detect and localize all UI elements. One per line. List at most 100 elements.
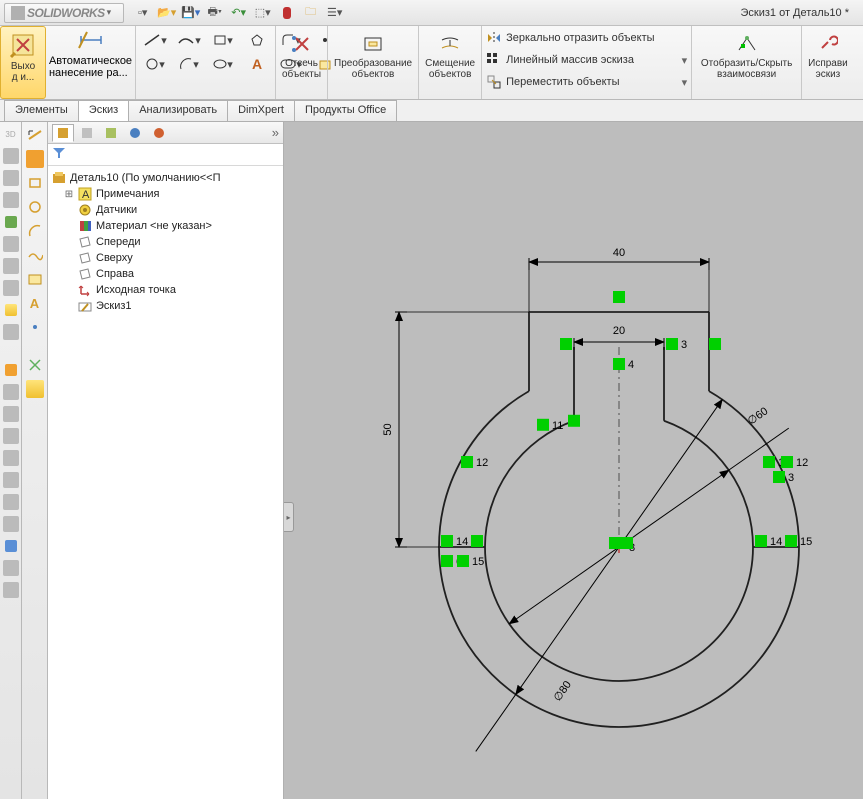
convert-button[interactable]: Преобразование объектов — [328, 26, 419, 99]
svg-text:11: 11 — [552, 420, 563, 432]
palette-point-icon[interactable] — [26, 318, 44, 336]
side-palette: A — [22, 122, 48, 799]
ellipse-tool[interactable]: ▾ — [208, 54, 238, 74]
palette-text-icon[interactable]: A — [26, 294, 44, 312]
svg-text:15: 15 — [800, 536, 812, 548]
select-button[interactable]: ⬚▾ — [252, 3, 274, 23]
strip-icon-20[interactable] — [3, 560, 19, 576]
settings-button[interactable]: ☰▾ — [324, 3, 346, 23]
tree-tab-dim[interactable] — [124, 124, 146, 142]
palette-trim-icon[interactable] — [26, 356, 44, 374]
palette-line-icon[interactable] — [26, 150, 44, 168]
undo-button[interactable]: ↶▾ — [228, 3, 250, 23]
strip-icon-9[interactable] — [3, 302, 19, 318]
open-file-button[interactable]: 📂▾ — [156, 3, 178, 23]
app-logo[interactable]: SOLIDWORKS ▾ — [4, 3, 124, 23]
sketch-tools-group: ▾ ▾ ▾ ▾ ▾ ▾ A ▾ ▾ — [136, 26, 276, 99]
strip-icon-13[interactable] — [3, 406, 19, 422]
move-icon — [486, 74, 502, 90]
svg-text:15: 15 — [472, 556, 484, 568]
spline-tool[interactable]: ▾ — [174, 30, 204, 50]
svg-text:A: A — [82, 189, 90, 201]
fix-sketch-button[interactable]: Исправи эскиз — [802, 26, 854, 99]
tree-item-front-plane[interactable]: Спереди — [50, 234, 281, 250]
line-tool[interactable]: ▾ — [140, 30, 170, 50]
tree-tab-feature[interactable] — [52, 124, 74, 142]
tab-office[interactable]: Продукты Office — [294, 100, 397, 121]
strip-icon-7[interactable] — [3, 258, 19, 274]
tree-tab-config[interactable] — [100, 124, 122, 142]
strip-icon-18[interactable] — [3, 516, 19, 532]
linear-pattern-icon — [486, 52, 502, 68]
tab-features[interactable]: Элементы — [4, 100, 79, 121]
svg-text:3: 3 — [681, 339, 687, 351]
tree-item-material[interactable]: Материал <не указан> — [50, 218, 281, 234]
strip-icon-3[interactable] — [3, 170, 19, 186]
tree-root[interactable]: Деталь10 (По умолчанию<<П — [50, 170, 281, 186]
tree-tab-display[interactable] — [148, 124, 170, 142]
palette-spline-icon[interactable] — [26, 246, 44, 264]
tree-item-annotations[interactable]: ⊞ A Примечания — [50, 186, 281, 202]
tree-filter-row[interactable] — [48, 144, 283, 166]
save-button[interactable]: 💾▾ — [180, 3, 202, 23]
convert-icon — [359, 32, 387, 56]
chevron-down-icon[interactable]: ▾ — [107, 7, 117, 18]
strip-icon-8[interactable] — [3, 280, 19, 296]
tree-item-sensors[interactable]: Датчики — [50, 202, 281, 218]
svg-text:20: 20 — [613, 325, 625, 337]
palette-arc-icon[interactable] — [26, 222, 44, 240]
polygon-tool[interactable] — [242, 30, 272, 50]
tab-sketch[interactable]: Эскиз — [78, 100, 129, 121]
arc-tool[interactable]: ▾ — [174, 54, 204, 74]
tree-label: Исходная точка — [96, 284, 176, 296]
display-relations-button[interactable]: Отобразить/Скрыть взаимосвязи — [692, 26, 802, 99]
new-file-button[interactable]: ▫▾ — [132, 3, 154, 23]
tab-dimxpert[interactable]: DimXpert — [227, 100, 295, 121]
palette-circle-icon[interactable] — [26, 198, 44, 216]
strip-icon-10[interactable] — [3, 324, 19, 340]
tree-tab-property[interactable] — [76, 124, 98, 142]
tab-evaluate[interactable]: Анализировать — [128, 100, 228, 121]
strip-icon-5[interactable] — [3, 214, 19, 230]
strip-3d-icon[interactable]: 3D — [3, 126, 19, 142]
palette-rect-icon[interactable] — [26, 174, 44, 192]
rebuild-button[interactable] — [276, 3, 298, 23]
palette-plane-icon[interactable] — [26, 270, 44, 288]
svg-text:14: 14 — [770, 536, 782, 548]
palette-dim-icon[interactable] — [26, 126, 44, 144]
strip-icon-14[interactable] — [3, 428, 19, 444]
tree-item-top-plane[interactable]: Сверху — [50, 250, 281, 266]
offset-button[interactable]: Смещение объектов — [419, 26, 482, 99]
strip-icon-11[interactable] — [3, 362, 19, 378]
strip-icon-2[interactable] — [3, 148, 19, 164]
tree-item-origin[interactable]: Исходная точка — [50, 282, 281, 298]
circle-tool[interactable]: ▾ — [140, 54, 170, 74]
strip-icon-16[interactable] — [3, 472, 19, 488]
logo-cube-icon — [11, 6, 25, 20]
options-button[interactable]: 🗀 — [300, 3, 322, 23]
tree-item-right-plane[interactable]: Справа — [50, 266, 281, 282]
strip-icon-12[interactable] — [3, 384, 19, 400]
print-button[interactable]: 🖶▾ — [204, 3, 226, 23]
linear-pattern-button[interactable]: Линейный массив эскиза ▾ — [486, 50, 687, 70]
rectangle-tool[interactable]: ▾ — [208, 30, 238, 50]
text-tool[interactable]: A — [242, 54, 272, 74]
palette-convert-icon[interactable] — [26, 380, 44, 398]
mirror-button[interactable]: Зеркально отразить объекты — [486, 28, 687, 48]
strip-icon-15[interactable] — [3, 450, 19, 466]
tree-item-sketch1[interactable]: Эскиз1 — [50, 298, 281, 314]
graphics-area[interactable]: ▸ 8402050∅60∅8034111211123146151415 — [284, 122, 863, 799]
strip-icon-17[interactable] — [3, 494, 19, 510]
strip-icon-6[interactable] — [3, 236, 19, 252]
strip-icon-19[interactable] — [3, 538, 19, 554]
strip-icon-4[interactable] — [3, 192, 19, 208]
auto-dimension-icon — [77, 28, 105, 55]
exit-sketch-button[interactable]: Выхо д и... — [0, 26, 46, 99]
move-button[interactable]: Переместить объекты ▾ — [486, 72, 687, 92]
tree-toggle[interactable]: ⊞ — [64, 189, 74, 200]
tree-panel-expand[interactable]: » — [272, 125, 279, 140]
trim-button[interactable]: Отсечь объекты — [276, 26, 328, 99]
ribbon: Выхо д и... Автоматическое нанесение ра.… — [0, 26, 863, 100]
auto-dimension-button[interactable]: Автоматическое нанесение ра... — [46, 26, 136, 99]
strip-icon-21[interactable] — [3, 582, 19, 598]
